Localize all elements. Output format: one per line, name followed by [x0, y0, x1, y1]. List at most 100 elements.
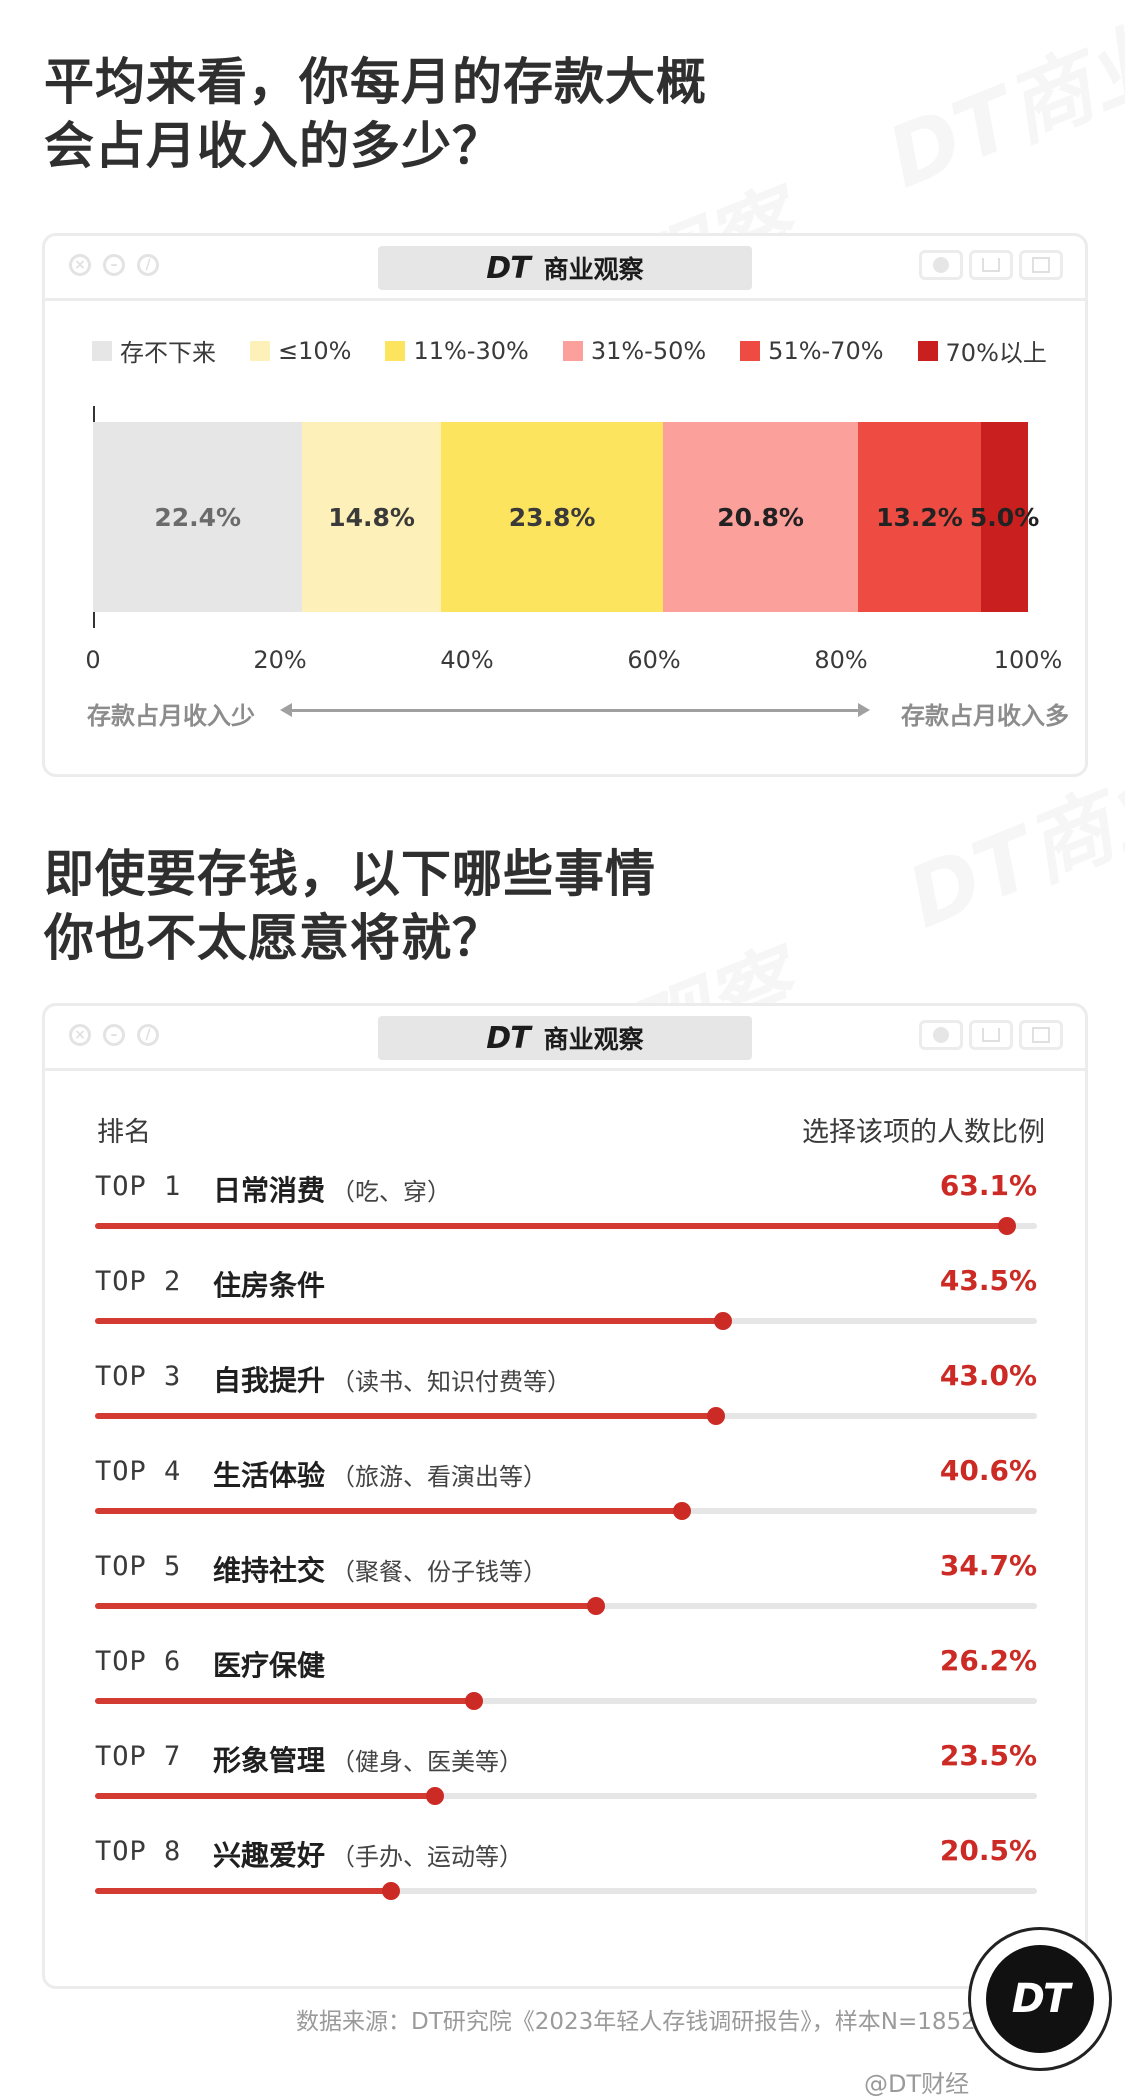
window-bar: × – / DT 商业观察 — [45, 1006, 1085, 1071]
direction-label-right: 存款占月收入多 — [901, 702, 1069, 730]
legend-item: 70%以上 — [917, 333, 1047, 368]
title-line: 即使要存钱，以下哪些事情 — [44, 845, 656, 903]
bar-end-dot — [672, 1502, 691, 1520]
rank-title-text: 兴趣爱好 — [213, 1839, 326, 1872]
rank-tag: TOP 6 — [95, 1646, 182, 1677]
bar-track — [95, 1312, 1037, 1330]
bar-track — [95, 1407, 1037, 1425]
data-label: 23.8% — [508, 502, 596, 532]
rank-title: 医疗保健 — [213, 1644, 325, 1684]
bar-end-dot — [997, 1217, 1016, 1235]
chart-panel-ranking: × – / DT 商业观察 排名 选择该项的人数比例 TOP 1 日常消费 （吃、穿… — [42, 1003, 1088, 1989]
record-icon — [919, 250, 963, 280]
bar-track — [95, 1597, 1037, 1615]
rank-value: 40.6% — [939, 1454, 1037, 1487]
legend-label: 存不下来 — [120, 339, 216, 367]
minimize-icon: – — [103, 1024, 125, 1046]
rank-row: TOP 8 兴趣爱好 （手办、运动等） 20.5% — [95, 1834, 1037, 1914]
bar-end-dot — [587, 1597, 606, 1615]
column-header-share: 选择该项的人数比例 — [802, 1117, 1045, 1148]
data-label: 13.2% — [876, 502, 963, 532]
rank-title: 生活体验 （旅游、看演出等） — [213, 1454, 547, 1494]
bar-fill — [95, 1413, 717, 1419]
rank-title: 日常消费 （吃、穿） — [213, 1169, 451, 1209]
rank-note: （手办、运动等） — [331, 1843, 524, 1871]
x-tick-label: 0 — [85, 646, 101, 674]
window-buttons — [919, 1020, 1063, 1050]
legend-item: ≤10% — [250, 333, 351, 368]
x-tick-label: 60% — [627, 646, 681, 674]
rank-tag: TOP 5 — [95, 1551, 182, 1582]
x-tick-label: 80% — [814, 646, 868, 674]
bar-segment: 13.2% — [857, 422, 982, 612]
bar-fill — [95, 1223, 1007, 1229]
bar-segment: 14.8% — [302, 422, 441, 612]
bar-track — [95, 1787, 1037, 1805]
bar-end-dot — [464, 1692, 483, 1710]
window-controls: × – / — [69, 254, 159, 276]
block-icon: / — [137, 254, 159, 276]
window-controls: × – / — [69, 1024, 159, 1046]
bar-track — [95, 1882, 1037, 1900]
bar-end-dot — [425, 1787, 444, 1805]
bar-fill — [95, 1318, 724, 1324]
legend-label: ≤10% — [278, 336, 352, 365]
rank-tag: TOP 1 — [95, 1171, 182, 1202]
column-header-rank: 排名 — [97, 1117, 151, 1148]
bar-track — [95, 1692, 1037, 1710]
rank-tag: TOP 3 — [95, 1361, 182, 1392]
title-line: 会占月收入的多少？ — [44, 117, 503, 175]
rank-title: 住房条件 — [213, 1264, 325, 1304]
rank-title-text: 维持社交 — [213, 1554, 326, 1587]
rank-title: 维持社交 （聚餐、份子钱等） — [213, 1549, 547, 1589]
data-label: 5.0% — [969, 502, 1040, 532]
rank-row: TOP 2 住房条件 43.5% — [95, 1264, 1037, 1344]
bar-segment: 20.8% — [663, 422, 858, 612]
window-buttons — [919, 250, 1063, 280]
rank-value: 26.2% — [939, 1644, 1037, 1677]
rank-note: （读书、知识付费等） — [331, 1368, 572, 1396]
copy-icon — [1019, 1020, 1063, 1050]
data-label: 22.4% — [154, 502, 242, 532]
rank-row: TOP 3 自我提升 （读书、知识付费等） 43.0% — [95, 1359, 1037, 1439]
bar-track — [95, 1502, 1037, 1520]
double-arrow-icon — [280, 703, 870, 717]
bar-segment: 22.4% — [93, 422, 303, 612]
dt-logo: DT — [968, 1927, 1112, 2071]
logo-mark: DT — [986, 1945, 1094, 2053]
rank-title-text: 医疗保健 — [213, 1649, 326, 1682]
section-title: 即使要存钱，以下哪些事情 你也不太愿意将就？ — [44, 842, 656, 970]
stacked-bar: 22.4% 14.8% 23.8% 20.8% 13.2% 5.0% — [93, 422, 1039, 612]
rank-value: 34.7% — [939, 1549, 1037, 1582]
legend-label: 70%以上 — [945, 339, 1047, 367]
title-line: 平均来看，你每月的存款大概 — [44, 53, 707, 111]
close-icon: × — [69, 254, 91, 276]
brand-bar: DT 商业观察 — [378, 246, 752, 290]
page-title: 平均来看，你每月的存款大概 会占月收入的多少？ — [44, 50, 707, 178]
rank-note: （健身、医美等） — [331, 1748, 524, 1776]
rank-value: 43.5% — [939, 1264, 1037, 1297]
bar-segment: 5.0% — [970, 422, 1039, 612]
bar-end-dot — [382, 1882, 401, 1900]
rank-title-text: 形象管理 — [213, 1744, 326, 1777]
rank-title: 自我提升 （读书、知识付费等） — [213, 1359, 571, 1399]
legend-label: 31%-50% — [590, 336, 707, 365]
rank-row: TOP 6 医疗保健 26.2% — [95, 1644, 1037, 1724]
legend-item: 存不下来 — [92, 333, 216, 368]
bar-end-dot — [714, 1312, 733, 1330]
title-line: 你也不太愿意将就？ — [44, 909, 503, 967]
rank-tag: TOP 7 — [95, 1741, 182, 1772]
window-bar: × – / DT 商业观察 — [45, 236, 1085, 301]
bar-segment: 23.8% — [440, 422, 664, 612]
rank-value: 23.5% — [939, 1739, 1037, 1772]
share-icon — [969, 1020, 1013, 1050]
rank-value: 63.1% — [939, 1169, 1037, 1202]
legend-item: 31%-50% — [562, 333, 707, 368]
rank-title: 形象管理 （健身、医美等） — [213, 1739, 523, 1779]
rank-value: 20.5% — [939, 1834, 1037, 1867]
block-icon: / — [137, 1024, 159, 1046]
rank-note: （聚餐、份子钱等） — [331, 1558, 548, 1586]
rank-title-text: 日常消费 — [213, 1174, 326, 1207]
bar-end-dot — [707, 1407, 726, 1425]
